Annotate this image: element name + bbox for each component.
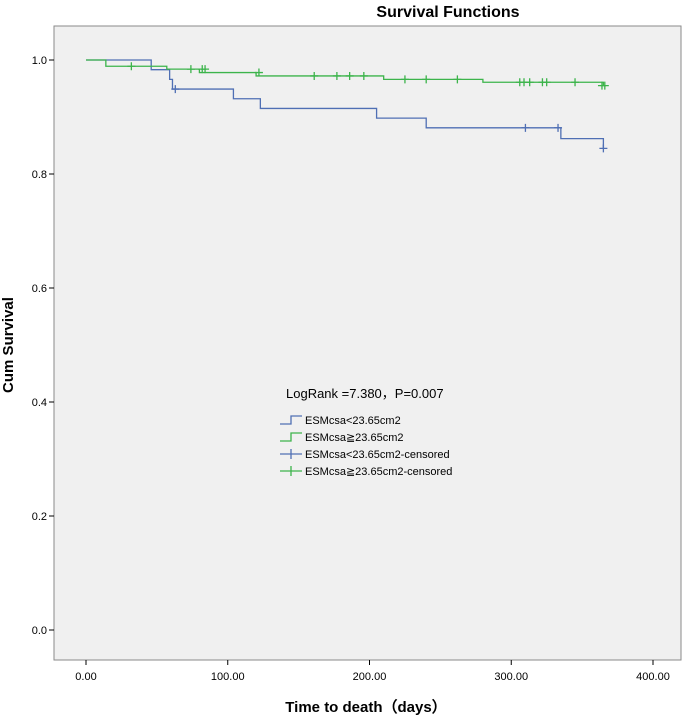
- legend-label: ESMcsa≧23.65cm2: [305, 432, 403, 444]
- logrank-annotation: LogRank =7.380，P=0.007: [286, 386, 444, 401]
- legend: ESMcsa<23.65cm2 ESMcsa≧23.65cm2 ESMcsa<23.…: [280, 415, 452, 478]
- censor-mark: [400, 75, 409, 84]
- chart-title: Survival Functions: [376, 4, 519, 21]
- censor-mark: [600, 81, 609, 90]
- x-tick-label: 300.00: [494, 671, 528, 683]
- series-layer: [86, 59, 609, 153]
- x-tick-label: 100.00: [211, 671, 245, 683]
- legend-label: ESMcsa≧23.65cm2-censored: [305, 466, 452, 478]
- censor-mark: [554, 123, 563, 132]
- censor-mark: [332, 71, 341, 80]
- y-tick-label: 0.8: [32, 169, 47, 181]
- legend-censor-symbol: [280, 466, 302, 476]
- legend-line-symbol: [280, 432, 302, 442]
- censor-mark: [599, 144, 608, 153]
- censor-mark: [542, 78, 551, 87]
- y-tick-label: 0.6: [32, 283, 47, 295]
- plot-area: [53, 25, 682, 661]
- x-tick-label: 200.00: [353, 671, 387, 683]
- censor-mark: [571, 78, 580, 87]
- x-axis-label: Time to death（days）: [285, 698, 446, 716]
- x-tick-label: 0.00: [75, 671, 96, 683]
- y-tick-label: 0.0: [32, 625, 47, 637]
- censor-mark: [127, 62, 136, 71]
- censor-mark: [422, 75, 431, 84]
- censor-mark: [171, 85, 180, 94]
- legend-censor-symbol: [280, 449, 302, 459]
- x-tick-label: 400.00: [636, 671, 670, 683]
- censor-mark: [525, 78, 534, 87]
- y-tick-label: 0.4: [32, 397, 47, 409]
- y-tick-label: 1.0: [32, 55, 47, 67]
- censor-mark: [310, 71, 319, 80]
- censor-mark: [359, 71, 368, 80]
- legend-label: ESMcsa<23.65cm2: [305, 415, 401, 427]
- y-tick-label: 0.2: [32, 511, 47, 523]
- legend-line-symbol: [280, 415, 302, 425]
- censor-mark: [254, 68, 263, 77]
- legend-label: ESMcsa<23.65cm2-censored: [305, 449, 450, 461]
- y-axis-label: Cum Survival: [0, 297, 17, 393]
- censor-mark: [345, 71, 354, 80]
- x-axis: 0.00 100.00 200.00 300.00 400.00: [75, 660, 670, 683]
- censor-mark: [521, 123, 530, 132]
- censor-mark: [453, 75, 462, 84]
- censor-mark: [201, 65, 210, 74]
- censor-mark: [186, 65, 195, 74]
- y-axis: 0.0 0.2 0.4 0.6 0.8 1.0: [32, 55, 54, 637]
